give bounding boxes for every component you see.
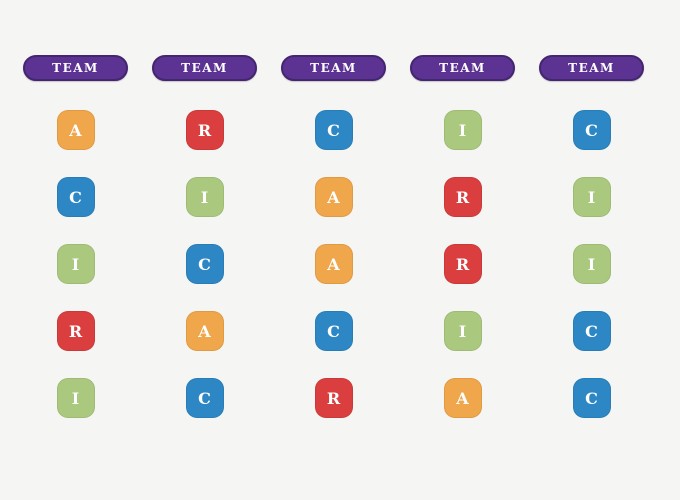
team-column-4: TEAM I R R I A	[398, 0, 527, 418]
raci-badge: A	[56, 110, 95, 150]
raci-badge: C	[572, 311, 611, 351]
team-column-2: TEAM R I C A C	[140, 0, 269, 418]
team-columns: TEAM A C I R I TEAM R I C A C TEAM C	[11, 0, 656, 418]
raci-badge: R	[314, 378, 353, 418]
raci-badge: I	[572, 244, 611, 284]
raci-badge: C	[314, 110, 353, 150]
team-header: TEAM	[152, 55, 257, 81]
raci-badge: I	[443, 311, 482, 351]
raci-badge: C	[56, 177, 95, 217]
team-column-5: TEAM C I I C C	[527, 0, 656, 418]
raci-badge: A	[443, 378, 482, 418]
raci-badge: I	[572, 177, 611, 217]
raci-badge: R	[185, 110, 224, 150]
badge-stack: I R R I A	[443, 110, 482, 418]
badge-stack: C A A C R	[314, 110, 353, 418]
raci-badge: A	[314, 177, 353, 217]
badge-stack: C I I C C	[572, 110, 611, 418]
team-column-3: TEAM C A A C R	[269, 0, 398, 418]
raci-badge: R	[443, 177, 482, 217]
raci-badge: I	[56, 244, 95, 284]
raci-badge: C	[572, 110, 611, 150]
raci-badge: C	[314, 311, 353, 351]
badge-stack: A C I R I	[56, 110, 95, 418]
raci-badge: C	[185, 378, 224, 418]
raci-badge: C	[572, 378, 611, 418]
team-header: TEAM	[539, 55, 644, 81]
raci-badge: I	[443, 110, 482, 150]
badge-stack: R I C A C	[185, 110, 224, 418]
raci-badge: I	[185, 177, 224, 217]
raci-badge: R	[56, 311, 95, 351]
team-header: TEAM	[410, 55, 515, 81]
team-column-1: TEAM A C I R I	[11, 0, 140, 418]
raci-badge: I	[56, 378, 95, 418]
raci-badge: A	[314, 244, 353, 284]
raci-badge: A	[185, 311, 224, 351]
team-header: TEAM	[281, 55, 386, 81]
team-header: TEAM	[23, 55, 128, 81]
raci-badge: C	[185, 244, 224, 284]
raci-badge: R	[443, 244, 482, 284]
